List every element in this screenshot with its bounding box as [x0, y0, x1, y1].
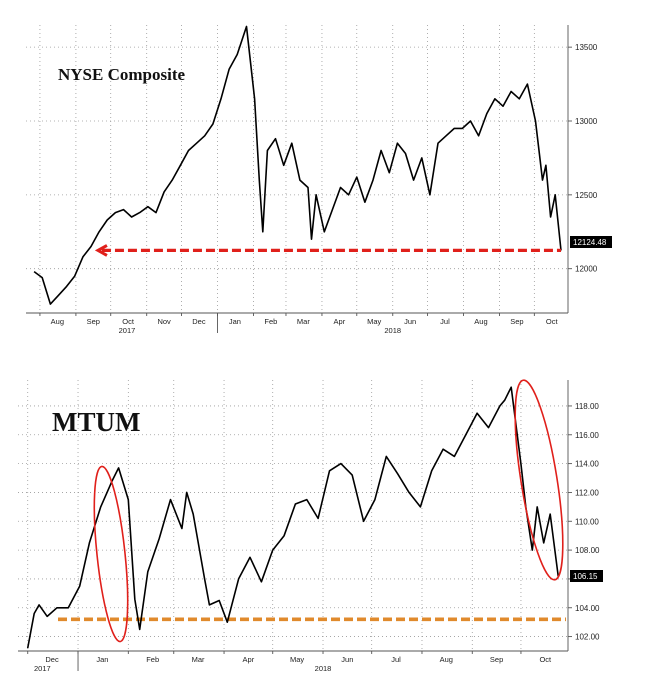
x-tick-label: Apr [334, 317, 346, 326]
nyse-y-ticks: 12000 12500 13000 13500 [568, 43, 598, 274]
x-tick-label: Jul [391, 655, 401, 664]
x-tick-label: Nov [157, 317, 171, 326]
mtum-x-ticks: Dec Jan Feb Mar Apr May Jun Jul Aug Sep Oct 2017 201… [27, 651, 552, 673]
mtum-last-value-badge: 106.15 [570, 570, 603, 582]
red-oval-oct-selloff [514, 379, 564, 581]
x-year-label: 2018 [384, 326, 401, 335]
y-tick-label: 12000 [575, 265, 598, 274]
x-tick-label: Feb [264, 317, 277, 326]
y-tick-label: 12500 [575, 191, 598, 200]
x-tick-label: Jan [229, 317, 241, 326]
mtum-last-value-label: 106.15 [573, 572, 598, 581]
mtum-title: MTUM [52, 407, 140, 437]
mtum-chart: 102.00104.00106.00108.00110.00112.00114.… [18, 379, 603, 673]
x-tick-label: Oct [122, 317, 135, 326]
x-year-label: 2017 [34, 664, 51, 673]
x-tick-label: Oct [539, 655, 552, 664]
nyse-gridlines [26, 25, 568, 313]
x-tick-label: Jul [440, 317, 450, 326]
x-tick-label: Jan [96, 655, 108, 664]
x-tick-label: Mar [297, 317, 310, 326]
x-year-label: 2018 [315, 664, 332, 673]
x-tick-label: Oct [546, 317, 559, 326]
x-tick-label: Apr [243, 655, 255, 664]
nyse-chart: 12000 12500 13000 13500 Aug Sep Oct Nov Dec Jan F… [26, 25, 612, 335]
y-tick-label: 110.00 [575, 517, 599, 526]
nyse-series-line [33, 25, 562, 305]
red-oval-jan-selloff [93, 465, 129, 643]
nyse-annotation [94, 244, 562, 257]
mtum-last-value-box [570, 570, 603, 582]
y-tick-label: 13000 [575, 117, 598, 126]
red-arrow-head [94, 244, 108, 257]
nyse-last-value-box [570, 236, 612, 248]
x-tick-label: May [367, 317, 381, 326]
y-tick-label: 13500 [575, 43, 598, 52]
x-tick-label: Mar [192, 655, 205, 664]
x-tick-label: Aug [474, 317, 487, 326]
y-tick-label: 104.00 [575, 604, 600, 613]
x-tick-label: May [290, 655, 304, 664]
x-tick-label: Sep [510, 317, 523, 326]
x-tick-label: Sep [87, 317, 100, 326]
x-tick-label: Aug [51, 317, 64, 326]
x-year-label: 2017 [119, 326, 136, 335]
mtum-series-line [26, 386, 560, 649]
x-tick-label: Dec [192, 317, 206, 326]
mtum-y-ticks: 102.00104.00106.00108.00110.00112.00114.… [568, 402, 600, 642]
nyse-last-value-label: 12124.48 [573, 238, 607, 247]
x-tick-label: Feb [146, 655, 159, 664]
x-tick-label: Jun [341, 655, 353, 664]
y-tick-label: 112.00 [575, 488, 599, 497]
y-tick-label: 116.00 [575, 431, 599, 440]
nyse-last-value-badge: 12124.48 [570, 236, 612, 248]
y-tick-label: 102.00 [575, 633, 600, 642]
x-tick-label: Aug [440, 655, 453, 664]
nyse-x-ticks: Aug Sep Oct Nov Dec Jan Feb Mar Apr May Jun Jul Aug S… [39, 313, 559, 335]
y-tick-label: 108.00 [575, 546, 600, 555]
y-tick-label: 114.00 [575, 460, 599, 469]
x-tick-label: Dec [45, 655, 59, 664]
y-tick-label: 118.00 [575, 402, 599, 411]
x-tick-label: Sep [490, 655, 503, 664]
nyse-title: NYSE Composite [58, 65, 185, 84]
x-tick-label: Jun [404, 317, 416, 326]
